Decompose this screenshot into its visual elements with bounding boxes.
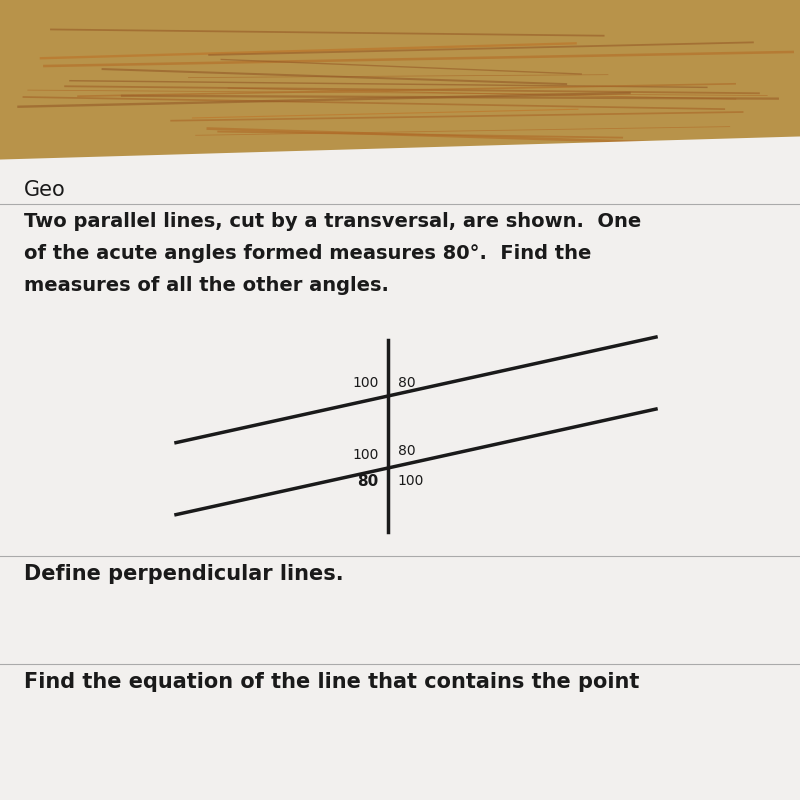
Text: 100: 100 [398, 474, 424, 488]
Text: 100: 100 [352, 448, 378, 462]
Text: 100: 100 [352, 375, 378, 390]
Text: Two parallel lines, cut by a transversal, are shown.  One: Two parallel lines, cut by a transversal… [24, 212, 642, 231]
Text: Define perpendicular lines.: Define perpendicular lines. [24, 564, 344, 584]
Text: 80: 80 [398, 375, 415, 390]
Text: 80: 80 [398, 443, 415, 458]
FancyBboxPatch shape [0, 0, 800, 144]
Text: Geo: Geo [24, 180, 66, 200]
Polygon shape [0, 136, 800, 800]
Text: measures of all the other angles.: measures of all the other angles. [24, 276, 389, 295]
Text: 80: 80 [357, 474, 378, 490]
Text: of the acute angles formed measures 80°.  Find the: of the acute angles formed measures 80°.… [24, 244, 591, 263]
Text: Find the equation of the line that contains the point: Find the equation of the line that conta… [24, 672, 639, 692]
